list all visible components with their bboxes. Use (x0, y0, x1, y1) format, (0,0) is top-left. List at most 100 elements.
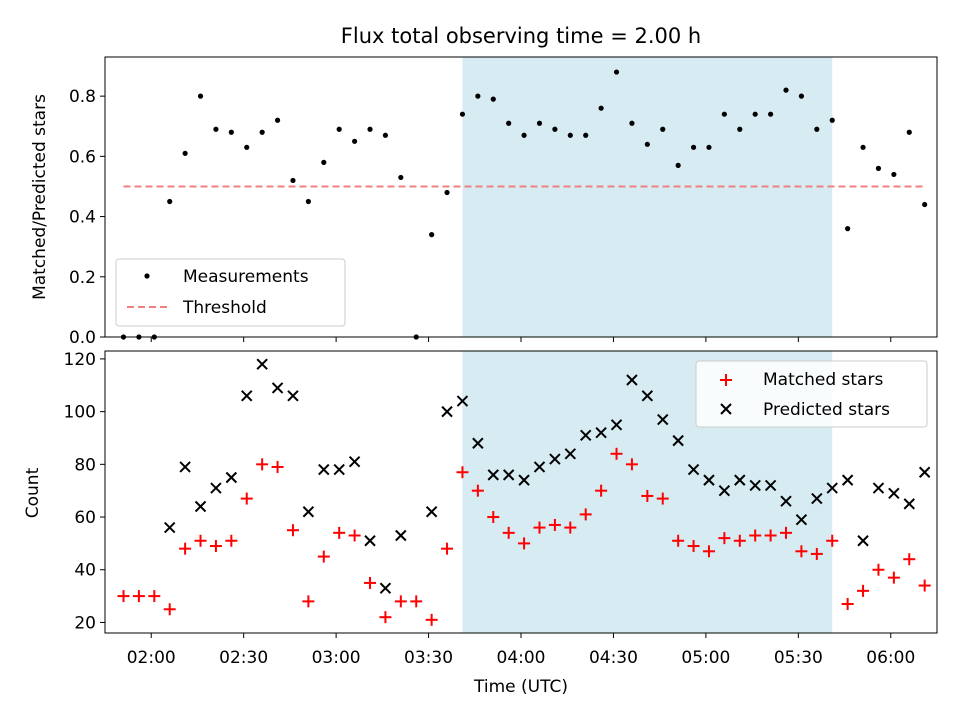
predicted-star-point (549, 453, 561, 465)
measurement-point (860, 144, 866, 150)
predicted-star-point (487, 469, 499, 481)
matched-star-point (240, 492, 253, 505)
measurement-point (228, 129, 234, 135)
matched-star-point (795, 545, 808, 558)
matched-star-point (872, 563, 885, 576)
predicted-star-point (533, 461, 546, 473)
predicted-star-stroke-b (703, 474, 715, 486)
predicted-star-stroke-b (580, 429, 592, 442)
predicted-star-stroke-b (610, 419, 623, 431)
matched-star-point (548, 518, 561, 531)
matched-star-point (117, 590, 130, 603)
predicted-star-stroke-b (641, 390, 654, 402)
matched-star-point (132, 590, 145, 603)
matched-star-point (918, 579, 931, 592)
predicted-star-point (179, 461, 191, 473)
measurement-point (213, 126, 219, 132)
matched-star-point (518, 537, 531, 550)
predicted-star-point (641, 390, 654, 402)
measurement-point (259, 129, 265, 135)
matched-star-point (348, 529, 361, 542)
matched-star-point (256, 458, 269, 471)
matched-star-point (887, 571, 900, 584)
predicted-star-stroke-b (718, 484, 731, 497)
measurement-point (506, 120, 512, 126)
measurement-point (352, 138, 358, 144)
chart-title: Flux total observing time = 2.00 h (341, 24, 701, 48)
predicted-star-point (841, 474, 854, 486)
predicted-star-stroke-b (811, 492, 823, 505)
matched-star-point (379, 611, 392, 624)
predicted-star-stroke-b (888, 487, 900, 500)
predicted-star-point (672, 434, 684, 447)
measurement-point (783, 87, 789, 93)
predicted-star-stroke-b (657, 413, 669, 426)
predicted-star-point (564, 448, 577, 460)
matched-star-point (209, 540, 222, 553)
predicted-star-stroke-b (826, 482, 838, 494)
measurement-point (552, 126, 558, 132)
predicted-star-stroke-b (518, 474, 530, 486)
predicted-star-point (271, 382, 284, 394)
predicted-star-point (318, 463, 330, 476)
xlabel: Time (UTC) (473, 677, 568, 697)
y-tick-label-ratio: 0.2 (69, 268, 96, 288)
predicted-star-point (749, 479, 761, 492)
measurement-point (182, 150, 188, 156)
x-tick-label: 04:30 (589, 648, 638, 668)
matched-star-point (672, 534, 685, 547)
measurement-point (367, 126, 373, 132)
x-tick-label: 06:00 (866, 648, 915, 668)
predicted-star-point (888, 487, 900, 500)
matched-star-point (271, 460, 284, 473)
matched-star-point (718, 532, 731, 545)
matched-star-point (471, 484, 484, 497)
measurement-point (167, 198, 173, 205)
y-tick-label-counts: 60 (74, 508, 96, 528)
matched-star-point (810, 547, 823, 560)
measurement-point (521, 132, 527, 138)
predicted-star-stroke-b (626, 374, 638, 386)
predicted-star-point (903, 498, 915, 510)
predicted-star-stroke-b (225, 471, 238, 484)
x-tick-label: 04:00 (497, 648, 546, 668)
predicted-star-point (194, 500, 207, 513)
measurement-point (583, 132, 589, 138)
predicted-star-stroke-b (764, 479, 777, 492)
highlight-span-ratio (462, 57, 833, 337)
measurement-point (737, 126, 743, 132)
predicted-star-point (379, 582, 392, 594)
predicted-star-stroke-b (287, 390, 299, 402)
matched-star-point (579, 508, 592, 521)
matched-star-point (564, 521, 577, 534)
x-tick-label: 02:30 (219, 648, 268, 668)
matched-star-point (733, 534, 746, 547)
predicted-star-point (472, 437, 484, 449)
x-tick-label: 03:30 (404, 648, 453, 668)
matched-star-point (410, 595, 423, 608)
predicted-star-stroke-b (595, 426, 607, 439)
measurement-point (706, 144, 712, 150)
predicted-star-point (210, 482, 222, 494)
matched-star-point (425, 613, 438, 626)
predicted-star-point (826, 482, 838, 494)
measurement-point (382, 132, 389, 138)
predicted-star-point (333, 463, 345, 476)
measurement-point (305, 198, 311, 205)
predicted-star-point (687, 463, 700, 476)
legend-ratio-box (115, 258, 346, 327)
y-tick-label-ratio: 0.4 (69, 208, 96, 228)
measurement-point (675, 162, 681, 168)
predicted-star-point (348, 455, 361, 468)
measurement-point (644, 141, 650, 147)
predicted-star-stroke-b (749, 479, 761, 492)
measurement-point (475, 93, 481, 99)
predicted-star-stroke-b (179, 461, 191, 473)
predicted-star-stroke-b (425, 506, 438, 518)
predicted-star-stroke-b (918, 466, 931, 478)
matched-star-point (595, 484, 608, 497)
measurement-point (768, 111, 774, 117)
predicted-star-stroke-b (164, 521, 176, 534)
measurement-point (336, 126, 342, 132)
matched-star-point (394, 595, 407, 608)
